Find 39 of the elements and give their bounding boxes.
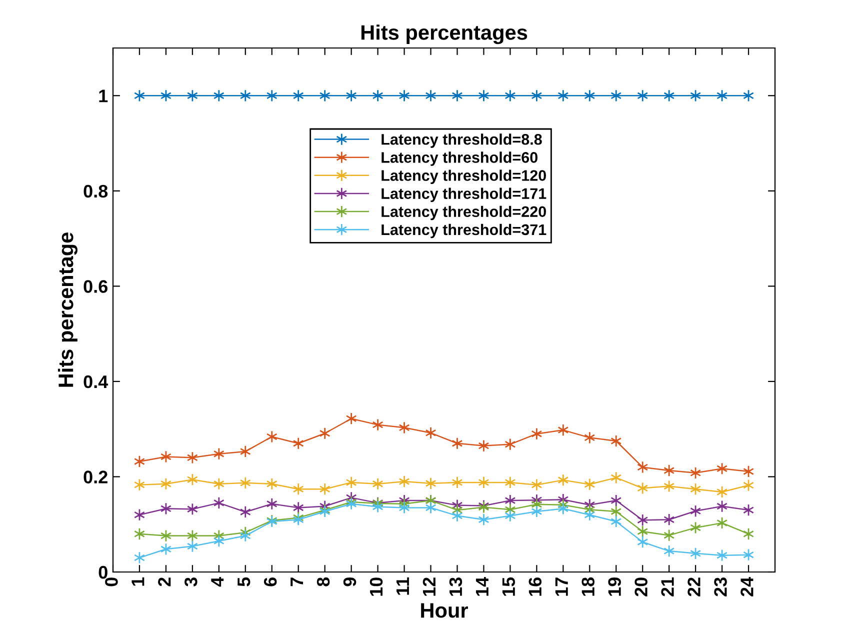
x-tick-label: 1	[132, 577, 144, 586]
x-tick-label: 4	[211, 576, 224, 587]
x-tick-label: 6	[264, 578, 277, 586]
x-tick-label: 21	[661, 577, 674, 596]
x-tick-label: 19	[608, 578, 621, 596]
x-tick-label: 8	[316, 577, 330, 586]
chart-title: Hits percentages	[361, 24, 528, 44]
x-tick-label: 18	[582, 577, 594, 596]
x-tick-label: 17	[555, 578, 568, 596]
x-tick-label: 13	[449, 578, 462, 596]
x-tick-label: 10	[370, 578, 383, 596]
x-tick-label: 9	[343, 578, 356, 586]
x-tick-label: 20	[634, 578, 648, 596]
x-tick-label: 24	[740, 576, 754, 596]
legend-label: Latency threshold=220	[382, 206, 546, 220]
x-tick-label: 5	[238, 577, 250, 586]
y-tick-label: 0.6	[84, 280, 108, 293]
y-tick-label: 0.8	[84, 184, 108, 198]
x-tick-label: 3	[184, 578, 198, 586]
legend-label: Latency threshold=8.8	[382, 134, 542, 148]
x-tick-label: 7	[290, 578, 304, 586]
x-tick-label: 2	[158, 578, 171, 586]
legend-label: Latency threshold=171	[382, 188, 546, 202]
x-tick-label: 14	[476, 576, 488, 596]
x-tick-label: 11	[396, 577, 409, 595]
y-tick-label: 0.4	[84, 375, 108, 388]
y-tick-label: 0.2	[84, 470, 108, 484]
legend-label: Latency threshold=60	[382, 152, 538, 166]
y-tick-label: 1	[99, 90, 108, 102]
x-tick-label: 22	[688, 578, 700, 596]
legend-label: Latency threshold=120	[382, 170, 546, 184]
y-axis-title: Hits percentage	[58, 232, 78, 387]
x-tick-label: 0	[105, 578, 118, 586]
x-tick-label: 15	[502, 577, 516, 596]
legend-label: Latency threshold=371	[382, 224, 546, 238]
x-axis-title: Hour	[421, 603, 468, 618]
x-tick-label: 16	[528, 578, 542, 596]
x-tick-label: 23	[714, 578, 727, 596]
x-tick-label: 12	[422, 578, 436, 596]
